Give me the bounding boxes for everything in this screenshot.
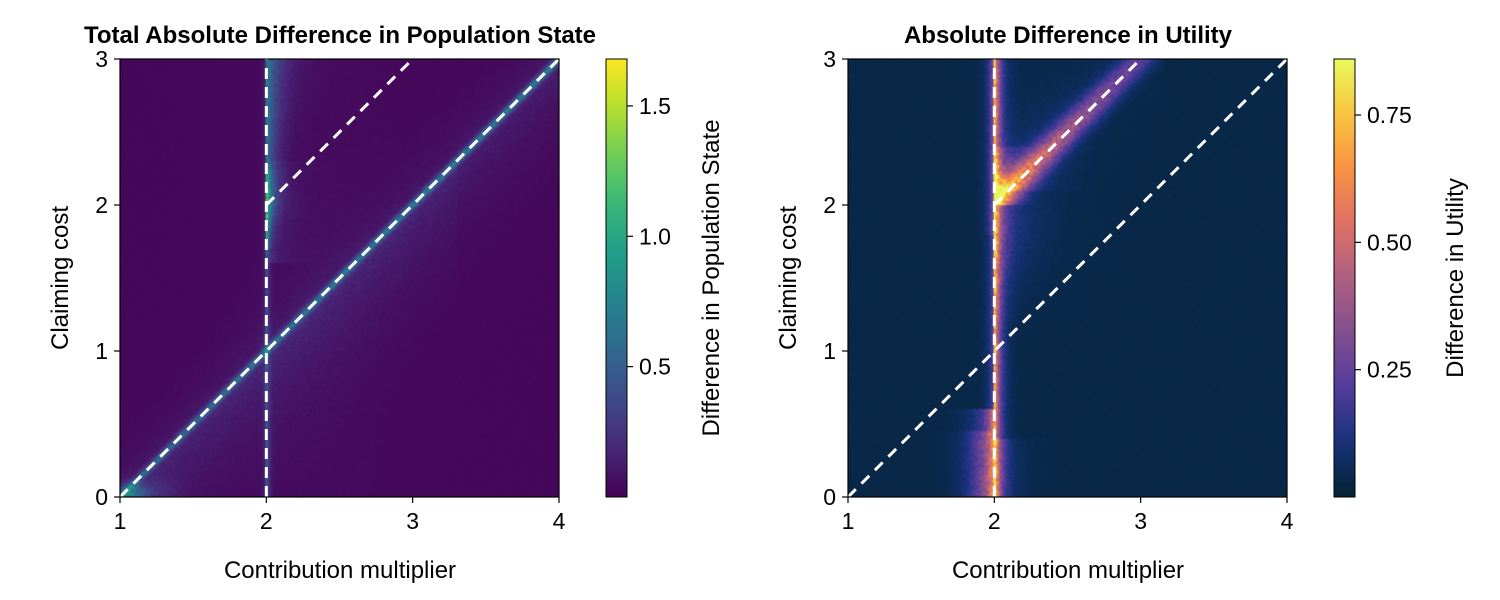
colorbar-tick-label: 0.25 (1367, 357, 1412, 383)
colorbar-ticks: 0.5 1.0 1.5 (627, 93, 671, 380)
plot-frame (119, 58, 560, 498)
y-tick-label: 0 (823, 484, 836, 510)
colorbar-ticks: 0.25 0.50 0.75 (1355, 102, 1412, 383)
x-axis-label: Contribution multiplier (952, 557, 1184, 584)
y-axis: 0 1 2 3 (95, 46, 120, 510)
x-axis-label: Contribution multiplier (224, 557, 456, 584)
colorbar-tick-label: 0.75 (1367, 102, 1412, 128)
colorbar-tick-label: 1.0 (639, 223, 671, 249)
colorbar (605, 58, 628, 498)
chart-title: Absolute Difference in Utility (904, 22, 1233, 49)
colorbar-label: Difference in Population State (698, 119, 725, 436)
y-tick-label: 3 (95, 46, 108, 72)
x-tick-label: 2 (260, 508, 273, 534)
colorbar (1333, 58, 1356, 498)
x-tick-label: 1 (842, 508, 855, 534)
y-tick-label: 2 (823, 192, 836, 218)
x-tick-label: 2 (988, 508, 1001, 534)
panel-population-state: Total Absolute Difference in Population … (47, 22, 725, 584)
reference-line (265, 59, 414, 207)
y-tick-label: 2 (95, 192, 108, 218)
colorbar-tick-label: 0.5 (639, 354, 671, 380)
x-axis: 1 2 3 4 (842, 497, 1294, 534)
y-axis-label: Claiming cost (47, 206, 74, 350)
reference-line (993, 59, 1142, 207)
x-axis: 1 2 3 4 (114, 497, 566, 534)
plot-frame (847, 58, 1288, 498)
reference-lines (848, 59, 1287, 497)
y-tick-label: 0 (95, 484, 108, 510)
x-tick-label: 4 (553, 508, 566, 534)
chart-title: Total Absolute Difference in Population … (84, 22, 596, 49)
y-tick-label: 3 (823, 46, 836, 72)
x-tick-label: 3 (1134, 508, 1147, 534)
reference-line (848, 59, 1287, 497)
x-tick-label: 1 (114, 508, 127, 534)
colorbar-label: Difference in Utility (1442, 178, 1469, 378)
y-tick-label: 1 (823, 338, 836, 364)
x-tick-label: 4 (1281, 508, 1294, 534)
x-tick-label: 3 (406, 508, 419, 534)
y-axis: 0 1 2 3 (823, 46, 848, 510)
reference-line (120, 59, 559, 497)
colorbar-tick-label: 0.50 (1367, 229, 1412, 255)
y-axis-label: Claiming cost (775, 206, 802, 350)
reference-lines (120, 59, 559, 497)
y-tick-label: 1 (95, 338, 108, 364)
colorbar-tick-label: 1.5 (639, 93, 671, 119)
